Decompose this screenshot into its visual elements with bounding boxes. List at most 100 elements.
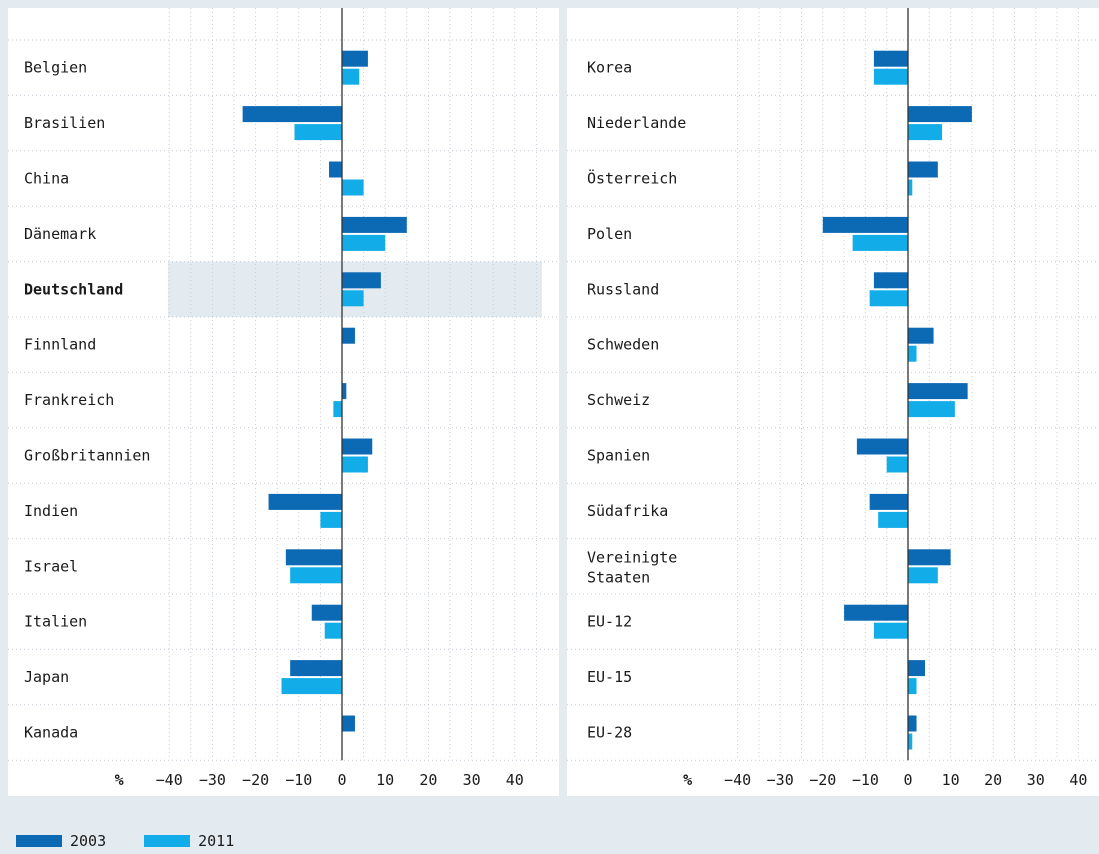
legend: 2003 2011	[16, 832, 272, 850]
bar-2003	[908, 715, 917, 732]
bar-2003	[268, 493, 342, 510]
category-label: Niederlande	[587, 114, 686, 132]
tick-label: −40	[724, 771, 751, 789]
tick-label: −10	[852, 771, 879, 789]
category-label: Schweiz	[587, 391, 650, 409]
bar-2003	[290, 660, 342, 677]
bar-2011	[908, 179, 913, 196]
tick-label: 10	[376, 771, 394, 789]
bar-2011	[342, 68, 360, 85]
bar-2011	[281, 678, 342, 695]
category-label: Dänemark	[24, 225, 96, 243]
bar-2011	[878, 511, 908, 528]
highlight-band	[168, 261, 542, 317]
tick-label: 40	[506, 771, 524, 789]
category-label: Kanada	[24, 724, 78, 742]
bar-2003	[822, 216, 908, 233]
bar-2003	[342, 715, 355, 732]
legend-item-2003: 2003	[16, 832, 106, 850]
bar-2011	[908, 678, 917, 695]
bar-2011	[873, 68, 908, 85]
bar-chart-left: Belgien Brasilien China Dänemark Deutschland…	[8, 8, 559, 789]
category-label: Belgien	[24, 59, 87, 77]
category-label: Italien	[24, 613, 87, 631]
category-label: EU-28	[587, 724, 632, 742]
category-label: Indien	[24, 502, 78, 520]
bar-chart-right: Korea Niederlande Österreich Polen Russland S…	[567, 8, 1099, 789]
legend-swatch-2011	[144, 835, 191, 847]
bar-2011	[342, 179, 364, 196]
category-label: EU-15	[587, 668, 632, 686]
category-label: Frankreich	[24, 391, 114, 409]
bar-2011	[908, 401, 955, 418]
category-label: China	[24, 170, 69, 188]
category-label: Südafrika	[587, 502, 668, 520]
bar-2003	[856, 438, 908, 455]
tick-label: 30	[1027, 771, 1045, 789]
tick-label: 30	[463, 771, 481, 789]
legend-item-2011: 2011	[144, 832, 234, 850]
tick-label: 20	[984, 771, 1002, 789]
bar-2003	[873, 50, 908, 67]
tick-label: −30	[767, 771, 794, 789]
bar-2003	[311, 604, 342, 621]
bar-2003	[908, 383, 968, 400]
bar-2011	[852, 234, 908, 251]
bar-2003	[873, 272, 908, 289]
chart-panel-left: Belgien Brasilien China Dänemark Deutschland…	[8, 8, 559, 796]
bar-2003	[908, 549, 951, 566]
legend-label-2011: 2011	[198, 832, 235, 850]
bar-2011	[908, 124, 943, 141]
bar-2011	[294, 124, 342, 141]
bar-2011	[320, 511, 342, 528]
tick-label: −20	[809, 771, 836, 789]
category-label: Spanien	[587, 447, 650, 465]
bar-2011	[908, 567, 938, 584]
bar-2011	[342, 456, 368, 473]
bar-2003	[342, 272, 381, 289]
legend-label-2003: 2003	[70, 832, 107, 850]
bar-2003	[869, 493, 908, 510]
axis-unit-label: %	[683, 771, 692, 789]
bar-2003	[329, 161, 342, 178]
bar-2011	[342, 290, 364, 307]
bar-2011	[869, 290, 908, 307]
bar-2003	[285, 549, 342, 566]
bar-2003	[844, 604, 908, 621]
tick-label: 0	[903, 771, 912, 789]
category-label: Großbritannien	[24, 447, 150, 465]
bar-2011	[290, 567, 342, 584]
category-label: Korea	[587, 59, 632, 77]
category-label: Polen	[587, 225, 632, 243]
tick-label: −40	[156, 771, 183, 789]
category-label: Finnland	[24, 336, 96, 354]
bar-2003	[242, 106, 342, 123]
category-label: EU-12	[587, 613, 632, 631]
bar-2011	[873, 622, 908, 639]
tick-label: 40	[1069, 771, 1087, 789]
tick-label: 10	[942, 771, 960, 789]
bar-2003	[908, 161, 938, 178]
bar-2003	[908, 106, 972, 123]
tick-label: 0	[337, 771, 346, 789]
bar-2011	[908, 733, 913, 750]
bar-2011	[886, 456, 908, 473]
bar-2003	[342, 438, 373, 455]
category-label: Österreich	[587, 169, 677, 188]
tick-label: −30	[199, 771, 226, 789]
category-label: Schweden	[587, 336, 659, 354]
bar-2003	[908, 327, 934, 344]
tick-label: −10	[285, 771, 312, 789]
category-label: Israel	[24, 557, 78, 575]
bar-2011	[333, 401, 342, 418]
category-label: Brasilien	[24, 114, 105, 132]
bar-2003	[342, 327, 355, 344]
tick-label: 20	[419, 771, 437, 789]
bar-2011	[908, 345, 917, 362]
bar-2011	[342, 234, 386, 251]
category-label: Vereinigte Staaten	[587, 548, 677, 586]
bar-2003	[342, 50, 368, 67]
legend-swatch-2003	[16, 835, 62, 847]
bar-2011	[324, 622, 342, 639]
tick-label: −20	[242, 771, 269, 789]
